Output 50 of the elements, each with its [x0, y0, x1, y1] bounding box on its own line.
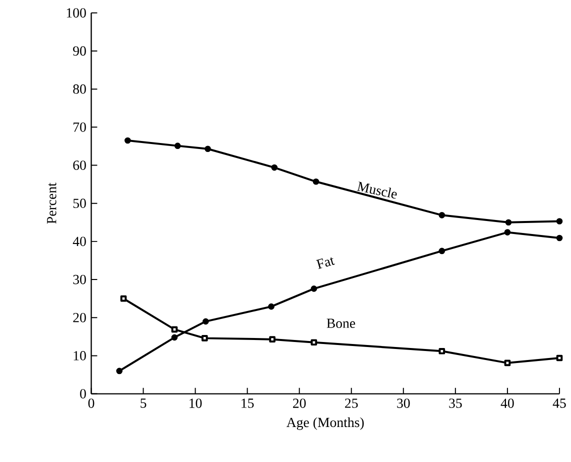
text: Muscle: [356, 181, 397, 198]
point: [505, 219, 512, 226]
point: [202, 318, 209, 324]
text: Fat: [316, 257, 335, 269]
point: [204, 146, 211, 152]
point: [268, 303, 274, 310]
x-tick-label: 10: [190, 398, 202, 408]
y-tick-label: 50: [73, 198, 86, 208]
x-tick-label: 45: [552, 398, 566, 408]
y-tick-label: 20: [73, 312, 86, 322]
x-tick-label: 15: [242, 398, 254, 408]
x-tick-label: 5: [140, 398, 146, 408]
y-tick-label: 100: [66, 8, 86, 18]
y-tick-label: 40: [72, 236, 86, 246]
point: [271, 164, 278, 171]
point: [438, 248, 446, 254]
y-tick-label: 0: [80, 389, 86, 398]
point: [202, 334, 208, 342]
y-tick-label: 90: [73, 46, 86, 56]
x-tick-label: 35: [449, 398, 462, 408]
point: [556, 218, 563, 224]
series-label: Bone: [326, 318, 356, 328]
x-tick-label: 20: [293, 398, 306, 408]
x-tick-label: 25: [345, 398, 358, 408]
point: [438, 212, 446, 218]
point: [120, 295, 127, 302]
point: [171, 326, 178, 332]
point: [438, 348, 446, 354]
point: [174, 142, 181, 149]
y-tick-label: 70: [74, 122, 86, 132]
point: [310, 339, 318, 346]
point: [116, 368, 123, 374]
y-tick-label: 30: [73, 274, 86, 284]
y-tick-label: 80: [73, 84, 86, 94]
point: [269, 336, 276, 342]
point: [124, 137, 131, 144]
point: [312, 178, 320, 185]
x-axis-title: Age (Months): [286, 417, 364, 430]
point: [556, 354, 563, 362]
point: [171, 334, 178, 340]
point: [504, 229, 511, 236]
y-tick-label: 60: [73, 160, 86, 170]
y-axis-title: Percent: [47, 182, 56, 224]
x-tick-label: 40: [500, 398, 514, 408]
point: [310, 285, 318, 292]
x-tick-label: 30: [397, 398, 410, 408]
point: [556, 234, 563, 242]
point: [504, 360, 511, 366]
x-tick-label: 0: [88, 398, 94, 408]
y-tick-label: 10: [74, 350, 86, 360]
